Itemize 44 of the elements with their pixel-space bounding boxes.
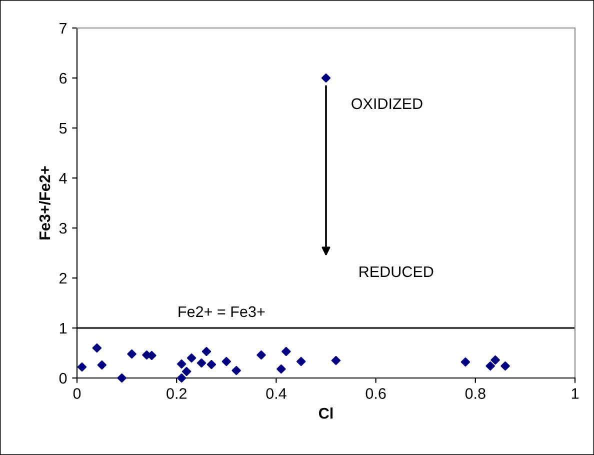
x-tick-label: 0 <box>73 388 81 399</box>
point <box>176 373 186 383</box>
point <box>202 346 212 356</box>
point <box>460 357 470 367</box>
y-tick-label: 2 <box>60 272 67 284</box>
point <box>176 359 186 369</box>
y-tick-label: 7 <box>60 23 67 34</box>
point <box>77 362 87 372</box>
point <box>276 364 286 374</box>
x-tick-label: 1 <box>572 388 579 399</box>
annotation: OXIDIZED <box>352 98 422 110</box>
point <box>256 350 266 360</box>
point <box>296 356 306 366</box>
point <box>486 361 495 371</box>
point <box>127 349 136 359</box>
point <box>282 346 291 356</box>
ref-line-label: Fe2+ = Fe3+ <box>178 306 265 318</box>
x-tick-label: 0.8 <box>465 388 486 399</box>
point <box>186 353 196 363</box>
y-tick-label: 5 <box>59 123 67 134</box>
point <box>196 358 206 368</box>
point <box>206 360 216 370</box>
y-tick-label: 4 <box>59 173 67 184</box>
point <box>92 343 102 353</box>
y-axis-title: Fe3+/Fe2+ <box>38 166 50 240</box>
point <box>97 360 107 370</box>
x-tick-label: 0.6 <box>366 388 386 399</box>
annotation: REDUCED <box>360 266 434 278</box>
x-tick-label: 0.2 <box>166 388 186 399</box>
point <box>500 361 510 371</box>
x-axis-title: Cl <box>318 408 333 419</box>
y-tick-label: 1 <box>60 323 67 334</box>
point <box>321 73 331 83</box>
point <box>222 356 232 366</box>
point <box>117 373 126 383</box>
point <box>182 366 192 376</box>
x-tick-label: 0.4 <box>266 388 286 399</box>
point <box>490 355 500 365</box>
point <box>331 356 341 366</box>
point <box>147 350 156 360</box>
y-tick-label: 3 <box>59 222 67 234</box>
y-tick-label: 0 <box>59 372 67 384</box>
y-tick-label: 6 <box>60 72 67 84</box>
point <box>232 366 241 376</box>
